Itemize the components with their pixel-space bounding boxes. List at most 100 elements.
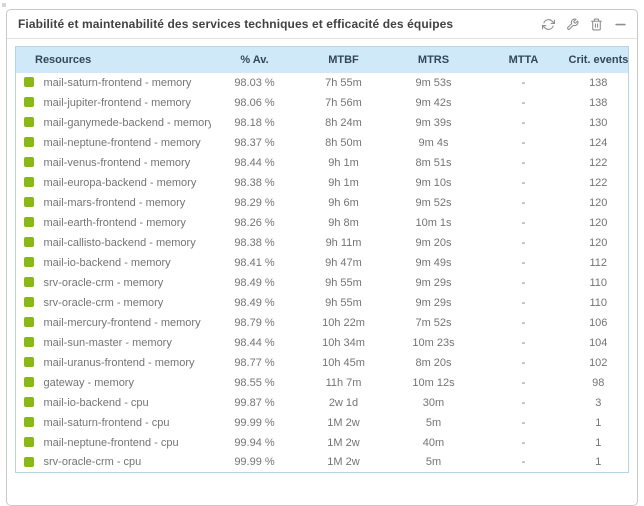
table-row[interactable]: mail-mercury-frontend - memory 98.79 % 1… [16, 313, 629, 333]
resource-name[interactable]: srv-oracle-crm - cpu [43, 456, 142, 469]
mtrs-value: 9m 20s [415, 236, 452, 249]
table-row[interactable]: mail-earth-frontend - memory 98.26 % 9h … [16, 213, 629, 233]
mtrs-value: 7m 52s [415, 316, 452, 329]
mtbf-value: 8h 50m [325, 136, 362, 149]
refresh-icon[interactable] [541, 17, 555, 31]
table-row[interactable]: mail-jupiter-frontend - memory 98.06 % 7… [16, 93, 629, 113]
availability-table: Resources % Av. MTBF MTRS MTTA Crit. eve… [15, 46, 629, 473]
mtrs-value: 8m 20s [415, 356, 452, 369]
crit-events-value: 1 [595, 456, 602, 469]
table-row[interactable]: mail-mars-frontend - memory 98.29 % 9h 6… [16, 193, 629, 213]
crit-events-value: 106 [589, 316, 608, 329]
status-ok-icon [23, 237, 34, 248]
status-ok-icon [23, 437, 34, 448]
crit-events-value: 104 [589, 336, 608, 349]
mtbf-value: 9h 1m [328, 176, 359, 189]
resource-name[interactable]: mail-ganymede-backend - memory [43, 116, 211, 129]
crit-events-value: 3 [595, 396, 602, 409]
status-ok-icon [23, 177, 34, 188]
mtbf-value: 9h 47m [325, 256, 362, 269]
status-ok-icon [23, 317, 34, 328]
mtta-value: - [521, 76, 526, 89]
availability-value: 98.37 % [234, 136, 275, 149]
table-row[interactable]: mail-ganymede-backend - memory 98.18 % 8… [16, 113, 629, 133]
column-header-resources[interactable]: Resources [15, 46, 211, 73]
crit-events-value: 122 [589, 176, 608, 189]
table-row[interactable]: mail-uranus-frontend - memory 98.77 % 10… [16, 353, 629, 373]
resource-name[interactable]: mail-sun-master - memory [43, 336, 172, 349]
resource-name[interactable]: mail-io-backend - memory [43, 256, 171, 269]
resource-name[interactable]: mail-mars-frontend - memory [43, 196, 186, 209]
resource-name[interactable]: mail-venus-frontend - memory [43, 156, 191, 169]
mtbf-value: 9h 6m [328, 196, 359, 209]
table-row[interactable]: mail-saturn-frontend - cpu 99.99 % 1M 2w… [16, 413, 629, 433]
column-header-mtrs[interactable]: MTRS [388, 46, 479, 73]
mtta-value: - [521, 176, 526, 189]
availability-value: 99.99 % [234, 416, 275, 429]
status-ok-icon [23, 297, 34, 308]
resource-name[interactable]: srv-oracle-crm - memory [43, 296, 164, 309]
crit-events-value: 120 [589, 196, 608, 209]
mtta-value: - [521, 416, 526, 429]
availability-value: 98.44 % [234, 336, 275, 349]
mtbf-value: 1M 2w [327, 416, 360, 429]
status-ok-icon [23, 456, 34, 467]
mtrs-value: 9m 4s [418, 136, 449, 149]
table-row[interactable]: srv-oracle-crm - cpu 99.99 % 1M 2w 5m - … [16, 453, 629, 473]
mtta-value: - [521, 356, 526, 369]
mtta-value: - [521, 116, 526, 129]
status-ok-icon [23, 197, 34, 208]
availability-value: 98.38 % [234, 176, 275, 189]
mtbf-value: 9h 1m [328, 156, 359, 169]
column-header-crit-events[interactable]: Crit. events [568, 46, 629, 73]
mtta-value: - [521, 156, 526, 169]
mtta-value: - [521, 96, 526, 109]
resource-name[interactable]: mail-neptune-frontend - cpu [43, 436, 179, 449]
mtta-value: - [521, 256, 526, 269]
resource-name[interactable]: mail-jupiter-frontend - memory [43, 96, 191, 109]
mtrs-value: 30m [422, 396, 445, 409]
table-row[interactable]: gateway - memory 98.55 % 11h 7m 10m 12s … [16, 373, 629, 393]
availability-value: 99.99 % [234, 456, 275, 469]
status-ok-icon [23, 357, 34, 368]
resource-name[interactable]: mail-callisto-backend - memory [43, 236, 196, 249]
resource-name[interactable]: mail-io-backend - cpu [43, 396, 149, 409]
resource-name[interactable]: gateway - memory [43, 376, 134, 389]
trash-icon[interactable] [589, 17, 603, 31]
collapse-icon[interactable] [613, 17, 627, 31]
table-row[interactable]: mail-venus-frontend - memory 98.44 % 9h … [16, 153, 629, 173]
mtta-value: - [521, 196, 526, 209]
crit-events-value: 1 [595, 436, 602, 449]
mtta-value: - [521, 276, 526, 289]
table-row[interactable]: srv-oracle-crm - memory 98.49 % 9h 55m 9… [16, 273, 629, 293]
table-row[interactable]: mail-io-backend - cpu 99.87 % 2w 1d 30m … [16, 393, 629, 413]
table-row[interactable]: mail-saturn-frontend - memory 98.03 % 7h… [16, 73, 629, 93]
table-row[interactable]: mail-europa-backend - memory 98.38 % 9h … [16, 173, 629, 193]
crit-events-value: 138 [589, 76, 608, 89]
column-header-mtta[interactable]: MTTA [478, 46, 569, 73]
table-row[interactable]: mail-neptune-frontend - cpu 99.94 % 1M 2… [16, 433, 629, 453]
resource-name[interactable]: mail-europa-backend - memory [43, 176, 197, 189]
table-row[interactable]: mail-callisto-backend - memory 98.38 % 9… [16, 233, 629, 253]
resource-name[interactable]: mail-mercury-frontend - memory [43, 316, 201, 329]
table-row[interactable]: mail-sun-master - memory 98.44 % 10h 34m… [16, 333, 629, 353]
column-header-availability[interactable]: % Av. [210, 46, 299, 73]
resource-name[interactable]: mail-saturn-frontend - memory [43, 76, 192, 89]
mtbf-value: 9h 8m [328, 216, 359, 229]
resource-name[interactable]: mail-saturn-frontend - cpu [43, 416, 170, 429]
resource-name[interactable]: mail-uranus-frontend - memory [43, 356, 195, 369]
crit-events-value: 120 [589, 216, 608, 229]
table-row[interactable]: mail-neptune-frontend - memory 98.37 % 8… [16, 133, 629, 153]
crit-events-value: 110 [589, 296, 608, 309]
table-row[interactable]: mail-io-backend - memory 98.41 % 9h 47m … [16, 253, 629, 273]
mtrs-value: 8m 51s [415, 156, 452, 169]
table-row[interactable]: srv-oracle-crm - memory 98.49 % 9h 55m 9… [16, 293, 629, 313]
resource-name[interactable]: mail-earth-frontend - memory [43, 216, 186, 229]
wrench-icon[interactable] [565, 17, 579, 31]
column-header-mtbf[interactable]: MTBF [298, 46, 389, 73]
availability-value: 98.77 % [234, 356, 275, 369]
crit-events-value: 130 [589, 116, 608, 129]
resource-name[interactable]: mail-neptune-frontend - memory [43, 136, 201, 149]
resource-name[interactable]: srv-oracle-crm - memory [43, 276, 164, 289]
mtta-value: - [521, 336, 526, 349]
